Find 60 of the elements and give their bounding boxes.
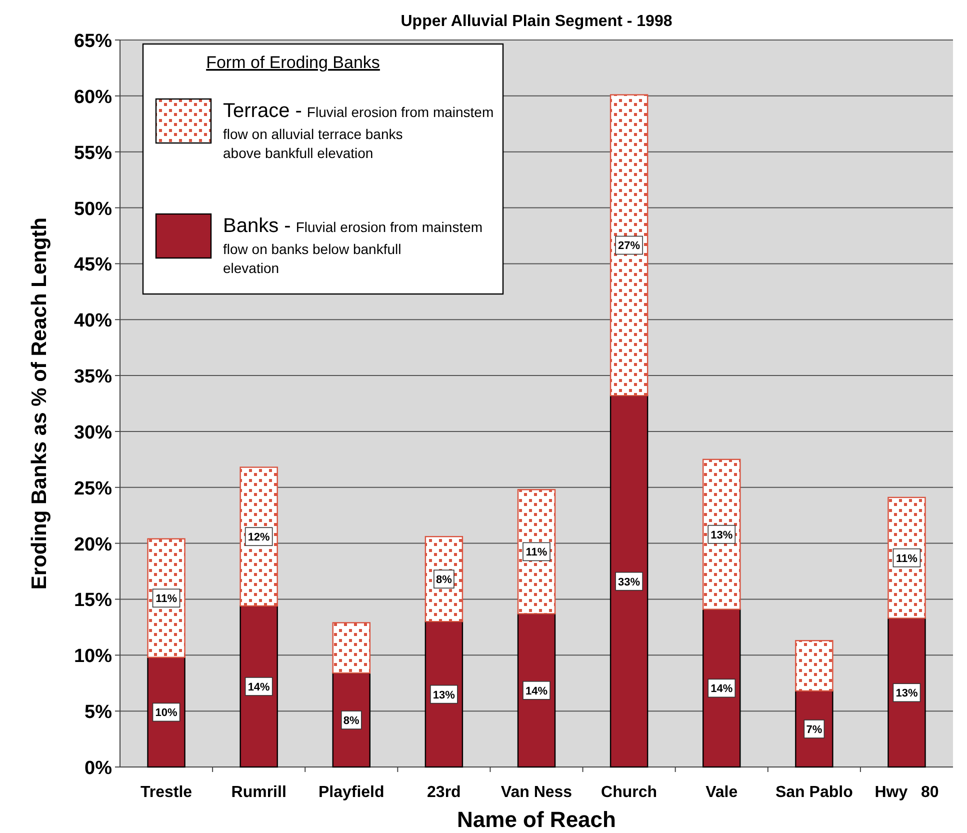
data-label: 12% <box>248 532 270 544</box>
bar <box>240 605 278 768</box>
bar <box>332 672 370 768</box>
legend-title: Form of Eroding Banks <box>206 53 380 72</box>
x-tick-label: Rumrill <box>231 784 286 801</box>
x-tick-label: Playfield <box>318 784 384 801</box>
y-tick-label: 40% <box>74 310 112 332</box>
bar <box>610 395 648 768</box>
bar <box>424 621 464 768</box>
x-tick-label: Church <box>601 784 658 801</box>
y-tick-label: 10% <box>74 646 112 668</box>
data-label: 11% <box>156 593 178 606</box>
data-label: 8% <box>436 574 452 586</box>
x-tick-label: Vale <box>706 784 738 801</box>
y-tick-label: 25% <box>74 478 112 500</box>
bar <box>610 94 648 396</box>
bar <box>888 618 926 768</box>
x-tick-label: 23rd <box>427 784 461 801</box>
data-label: 13% <box>896 688 918 700</box>
bar <box>240 466 278 607</box>
bar <box>702 458 741 610</box>
data-label: 11% <box>896 552 918 565</box>
y-tick-label: 55% <box>74 142 112 164</box>
data-label: 13% <box>710 529 733 542</box>
y-tick-label: 60% <box>74 86 112 108</box>
bar <box>517 613 556 768</box>
data-label: 14% <box>710 683 733 696</box>
data-label: 27% <box>618 240 640 252</box>
y-tick-label: 50% <box>74 198 112 220</box>
data-label: 11% <box>526 546 548 559</box>
y-tick-label: 20% <box>74 534 112 556</box>
y-tick-label: 35% <box>74 366 112 388</box>
bar <box>888 496 926 619</box>
chart-title: Upper Alluvial Plain Segment - 1998 <box>400 13 672 30</box>
legend-label: Banks - Fluvial erosion from mainstem flow on banks below bankfull elevation <box>223 215 483 276</box>
y-tick-label: 5% <box>84 702 112 724</box>
legend-label: Terrace - Fluvial erosion from mainstem flow on alluvial terrace banks above bankfull elevation <box>223 100 494 161</box>
bar <box>702 608 741 768</box>
data-label: 14% <box>248 681 270 694</box>
y-tick-label: 30% <box>74 422 112 444</box>
data-label: 14% <box>525 685 548 698</box>
x-tick-label: San Pablo <box>775 784 854 801</box>
data-label: 33% <box>618 576 640 588</box>
data-label: 13% <box>432 689 456 702</box>
data-label: 8% <box>343 715 360 728</box>
x-tick-label: Trestle <box>140 784 192 801</box>
bar <box>332 622 370 674</box>
data-label: 10% <box>155 707 178 720</box>
y-tick-label: 0% <box>84 758 112 779</box>
x-tick-label: Van Ness <box>500 784 572 801</box>
bar <box>795 640 834 692</box>
bar <box>424 536 464 622</box>
bar <box>147 656 186 768</box>
x-tick-label: Hwy 80 <box>874 784 939 801</box>
x-axis-title: Name of Reach <box>457 807 616 832</box>
y-tick-label: 15% <box>74 590 112 612</box>
data-label: 7% <box>806 724 822 736</box>
y-tick-label: 45% <box>74 254 112 276</box>
y-tick-label: 65% <box>74 31 112 52</box>
y-axis-title: Eroding Banks as % of Reach Length <box>28 217 51 590</box>
